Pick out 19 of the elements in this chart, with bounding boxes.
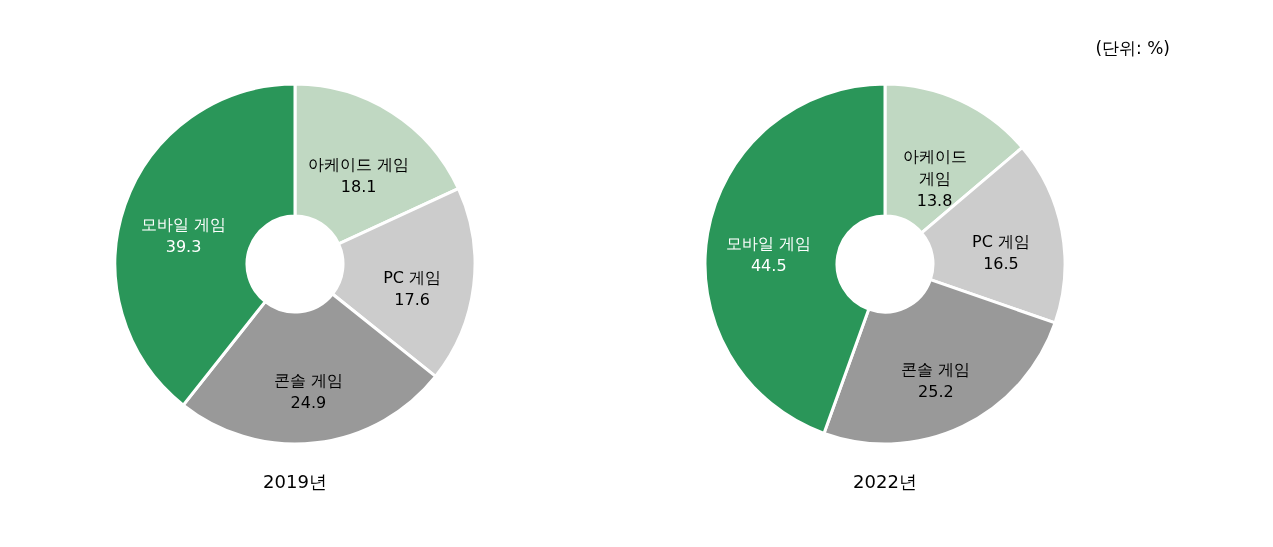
text: 2022년 [853,471,917,492]
slice-label: 모바일 게임 [141,215,227,235]
slice-label: 콘솔 게임 [901,360,971,380]
slice-label: 아케이드 게임 [308,154,410,174]
slice-label: PC 게임 [972,232,1030,252]
data-label: 16.5 [983,254,1019,274]
data-label: 24.9 [290,393,327,413]
text: (단위: %) [1095,38,1170,58]
text: 2019년 [263,471,327,492]
slice-label: 모바일 게임 [726,233,812,253]
data-label: 13.8 [916,190,953,210]
slice-label: 아케이드 게임 [902,146,967,188]
data-label: 39.3 [165,237,202,257]
data-label: 44.5 [750,255,787,275]
slice-label: 콘솔 게임 [273,371,343,391]
data-label: 25.2 [918,382,954,402]
data-label: 18.1 [340,176,377,196]
slice-label: PC 게임 [383,268,442,288]
data-label: 17.6 [394,290,430,310]
